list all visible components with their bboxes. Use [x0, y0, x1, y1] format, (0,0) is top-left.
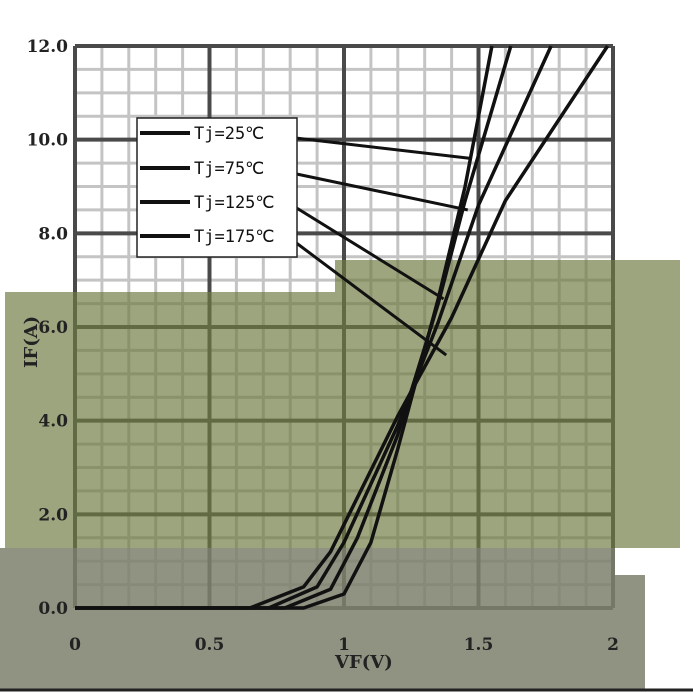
legend-label-tj175: Tj=175℃	[194, 227, 275, 247]
legend-label-tj25: Tj=25℃	[194, 124, 264, 144]
overlay-regions	[0, 260, 680, 690]
x-tick-label: 1	[338, 635, 350, 655]
x-tick-label: 0.5	[195, 635, 225, 655]
y-axis-title: IF(A)	[21, 316, 42, 368]
olive-overlay-top	[5, 260, 680, 548]
y-tick-label: 6.0	[38, 318, 68, 338]
legend-label-tj75: Tj=75℃	[194, 159, 264, 179]
series-layer	[75, 45, 610, 610]
x-tick-label: 1.5	[464, 635, 494, 655]
y-tick-label: 2.0	[38, 505, 68, 525]
y-tick-labels: 0.0 2.0 4.0 6.0 8.0 10.0 12.0	[27, 37, 69, 619]
y-tick-label: 4.0	[38, 412, 68, 432]
series-line-tj75	[75, 45, 513, 610]
legend-leader-lines	[286, 135, 471, 357]
leader-line-tj175	[294, 240, 448, 357]
y-tick-label: 8.0	[38, 224, 68, 244]
legend-label-tj125: Tj=125℃	[194, 193, 275, 213]
series-line-tj25	[75, 45, 494, 610]
legend: Tj=25℃ Tj=75℃ Tj=125℃ Tj=175℃	[136, 117, 298, 258]
series-line-tj175	[75, 45, 610, 610]
leader-line-tj125	[294, 205, 445, 301]
y-tick-label: 0.0	[38, 599, 68, 619]
series-line-tj125	[75, 45, 553, 610]
leader-line-tj75	[286, 170, 469, 212]
x-tick-labels: 0 0.5 1 1.5 2	[69, 635, 619, 655]
y-tick-label: 12.0	[27, 37, 69, 57]
x-axis-title: VF(V)	[334, 652, 393, 673]
x-tick-label: 0	[69, 635, 81, 655]
leader-line-tj25	[286, 135, 471, 160]
olive-overlay-bottom	[0, 548, 645, 690]
x-tick-label: 2	[607, 635, 619, 655]
y-tick-label: 10.0	[27, 131, 69, 151]
legend-box	[136, 117, 298, 258]
